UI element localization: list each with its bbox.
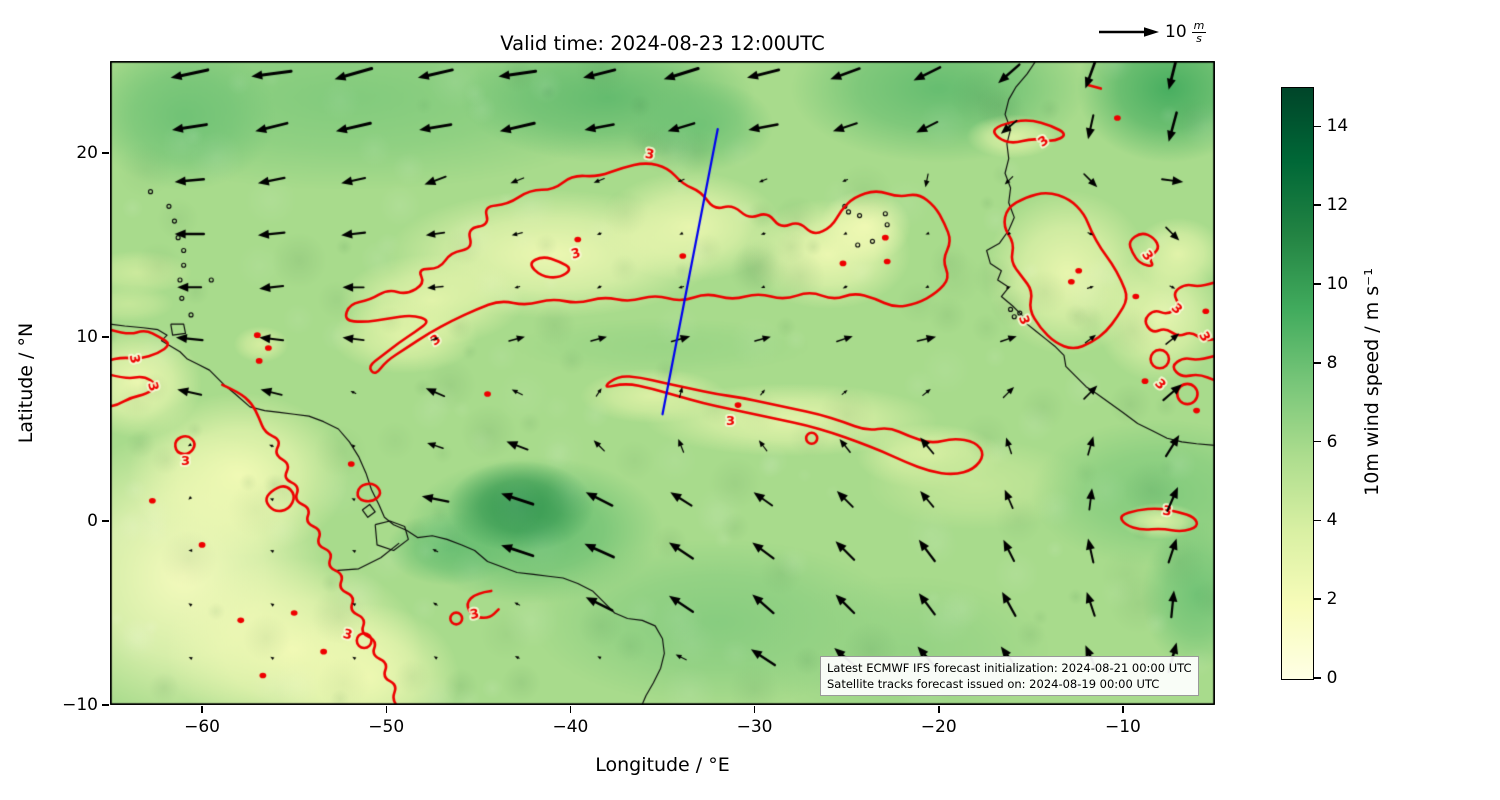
y-tick-label: 20: [76, 143, 98, 163]
colorbar-tick-label: 12: [1326, 195, 1349, 216]
colorbar-tick-mark: [1313, 519, 1321, 522]
colorbar-tick-label: 8: [1326, 352, 1338, 373]
colorbar-tick-label: 14: [1326, 116, 1349, 137]
quiver-key-unit-numerator: m: [1191, 19, 1207, 33]
y-tick-label: 10: [76, 327, 98, 347]
x-tick-mark: [385, 706, 387, 713]
y-tick-mark: [102, 152, 109, 154]
y-tick-mark: [102, 520, 109, 522]
y-tick-label: −10: [62, 695, 98, 715]
colorbar-tick-label: 2: [1326, 589, 1338, 610]
x-tick-mark: [569, 706, 572, 713]
x-tick-mark: [1122, 706, 1124, 713]
y-tick-mark: [102, 704, 109, 706]
colorbar-tick-label: 6: [1326, 431, 1338, 452]
forecast-note-line-1: Latest ECMWF IFS forecast initialization…: [827, 661, 1192, 675]
x-tick-mark: [938, 706, 940, 713]
x-tick-label: −30: [736, 717, 773, 737]
x-tick-mark: [201, 706, 203, 713]
x-tick-label: −60: [184, 717, 221, 737]
colorbar-tick-mark: [1313, 125, 1321, 128]
y-axis-label: Latitude / °N: [15, 322, 37, 444]
colorbar: [1281, 87, 1314, 680]
quiver-key-arrow-icon: [1099, 27, 1159, 37]
wind-speed-map-canvas: [110, 61, 1215, 705]
x-tick-label: −10: [1104, 717, 1141, 737]
quiver-key-unit: m s: [1191, 19, 1207, 45]
forecast-note-line-2: Satellite tracks forecast issued on: 202…: [827, 677, 1160, 692]
colorbar-tick-mark: [1313, 204, 1321, 206]
y-tick-label: 0: [87, 511, 98, 531]
colorbar-tick-mark: [1313, 440, 1321, 443]
x-tick-mark: [753, 706, 756, 713]
quiver-key-value: 10: [1165, 22, 1187, 43]
colorbar-tick-label: 0: [1326, 668, 1338, 688]
colorbar-tick-mark: [1313, 677, 1321, 679]
colorbar-tick-mark: [1313, 598, 1321, 600]
x-tick-label: −40: [552, 717, 589, 737]
colorbar-tick-mark: [1313, 283, 1321, 285]
x-tick-label: −20: [920, 717, 957, 737]
quiver-key-unit-denominator: s: [1196, 31, 1202, 45]
x-axis-label: Longitude / °E: [595, 754, 730, 776]
colorbar-tick-label: 10: [1326, 274, 1349, 294]
colorbar-tick-mark: [1313, 362, 1321, 364]
x-tick-label: −50: [368, 717, 405, 737]
forecast-note-box: Latest ECMWF IFS forecast initialization…: [820, 656, 1199, 697]
plot-title: Valid time: 2024-08-23 12:00UTC: [500, 32, 825, 55]
y-tick-mark: [102, 336, 109, 338]
colorbar-tick-label: 4: [1326, 510, 1338, 531]
quiver-key: 10 m s: [1098, 19, 1207, 45]
colorbar-label: 10m wind speed / m s⁻¹: [1361, 268, 1383, 496]
